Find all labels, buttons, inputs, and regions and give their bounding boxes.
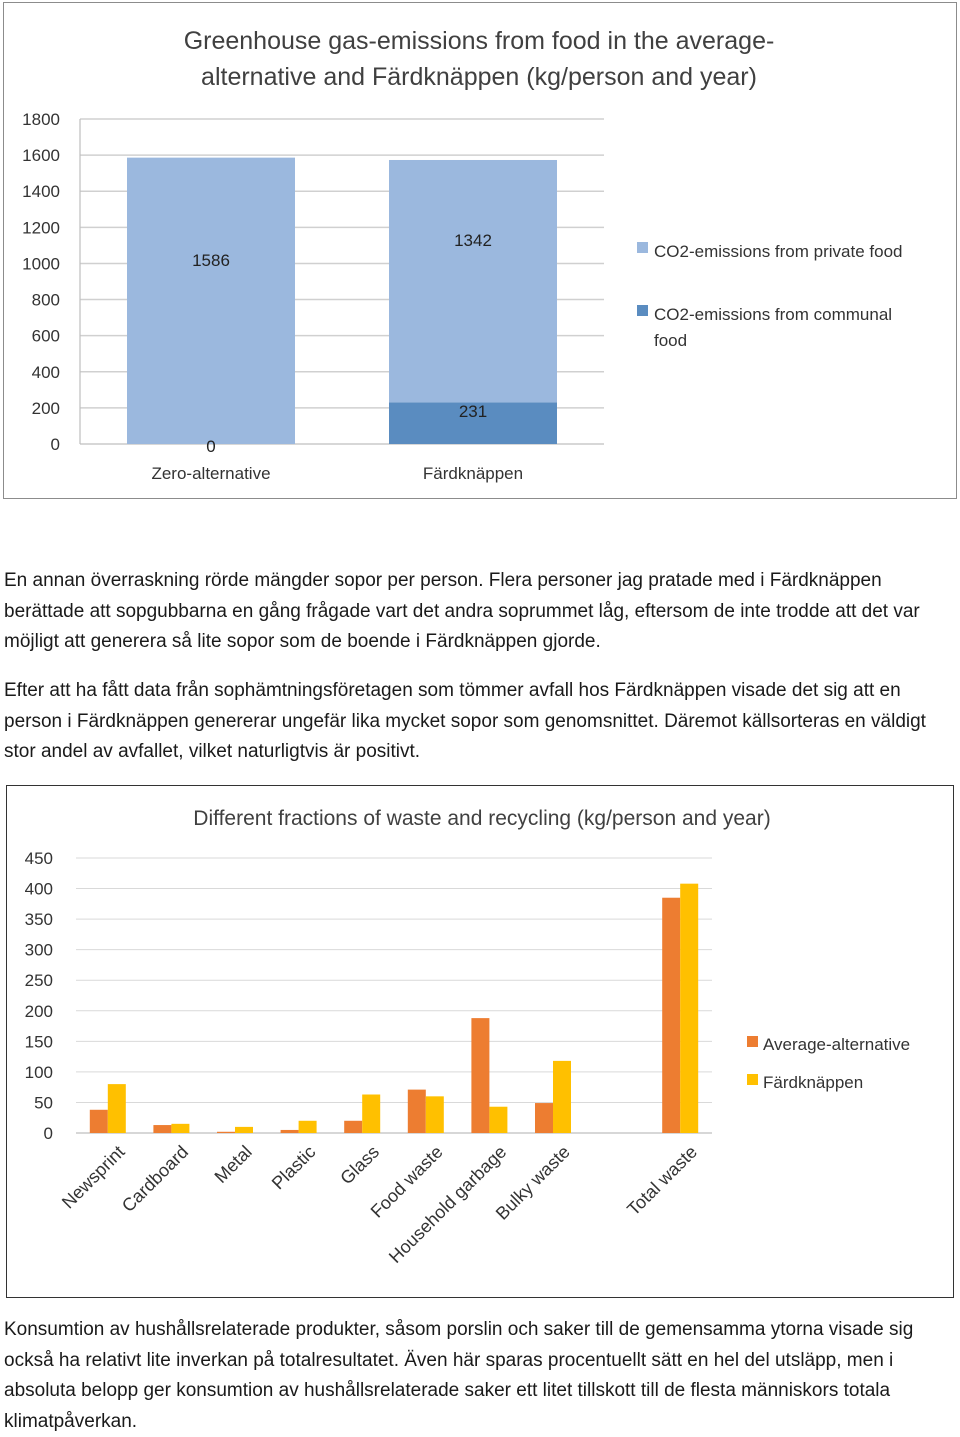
- legend-label: CO2-emissions from communal: [654, 305, 892, 324]
- y-tick-label: 150: [25, 1032, 53, 1051]
- y-tick-label: 200: [32, 399, 60, 418]
- y-tick-label: 400: [25, 880, 53, 899]
- bar: [489, 1106, 508, 1133]
- legend-swatch: [637, 242, 648, 253]
- data-label: 1586: [192, 251, 230, 270]
- y-tick-label: 1200: [22, 218, 60, 237]
- bar: [280, 1129, 299, 1133]
- bar-segment: [389, 159, 557, 403]
- x-tick-label: Cardboard: [118, 1142, 192, 1216]
- legend-swatch: [637, 305, 648, 316]
- x-tick-label: Metal: [211, 1142, 256, 1187]
- chart-title: Different fractions of waste and recycli…: [193, 807, 770, 830]
- y-tick-label: 800: [32, 291, 60, 310]
- legend-label: Färdknäppen: [763, 1073, 863, 1092]
- bar: [153, 1125, 172, 1133]
- legend-swatch: [747, 1074, 758, 1085]
- emissions-chart-svg: Greenhouse gas-emissions from food in th…: [22, 27, 902, 483]
- y-tick-label: 0: [51, 435, 60, 454]
- y-tick-label: 1800: [22, 110, 60, 129]
- bar: [362, 1094, 381, 1133]
- bar: [535, 1103, 553, 1133]
- bar: [171, 1123, 190, 1133]
- bar-segment: [127, 157, 295, 444]
- y-tick-label: 450: [25, 849, 53, 868]
- bar: [344, 1120, 363, 1133]
- y-tick-label: 0: [44, 1124, 53, 1143]
- chart-title-line: Greenhouse gas-emissions from food in th…: [184, 27, 775, 55]
- paragraph-waste-data: Efter att ha fått data från sophämtnings…: [4, 680, 926, 762]
- legend-label: Average-alternative: [763, 1035, 910, 1054]
- emissions-chart: Greenhouse gas-emissions from food in th…: [3, 2, 957, 499]
- y-tick-label: 1000: [22, 254, 60, 273]
- bar: [407, 1089, 426, 1133]
- bar: [425, 1096, 444, 1133]
- x-tick-label: Färdknäppen: [423, 464, 523, 483]
- bar: [298, 1120, 317, 1133]
- y-tick-label: 200: [25, 1002, 53, 1021]
- y-tick-label: 300: [25, 941, 53, 960]
- x-tick-label: Glass: [336, 1142, 383, 1189]
- bar: [89, 1109, 108, 1133]
- y-tick-label: 1400: [22, 182, 60, 201]
- data-label: 231: [459, 402, 487, 421]
- waste-chart-svg: Different fractions of waste and recycli…: [25, 807, 910, 1267]
- waste-chart: Different fractions of waste and recycli…: [6, 785, 954, 1298]
- y-tick-label: 100: [25, 1063, 53, 1082]
- x-tick-label: Zero-alternative: [151, 464, 270, 483]
- legend-swatch: [747, 1036, 758, 1047]
- x-tick-label: Total waste: [623, 1142, 701, 1220]
- y-tick-label: 1600: [22, 146, 60, 165]
- y-tick-label: 350: [25, 910, 53, 929]
- paragraph-household-consumption: Konsumtion av hushållsrelaterade produkt…: [4, 1319, 914, 1432]
- data-label: 1342: [454, 231, 492, 250]
- paragraph-waste-surprise: En annan överraskning rörde mängder sopo…: [4, 570, 920, 652]
- legend-label: CO2-emissions from private food: [654, 242, 902, 261]
- y-tick-label: 50: [34, 1093, 53, 1112]
- bar: [680, 883, 699, 1133]
- bar: [217, 1131, 235, 1133]
- x-tick-label: Household garbage: [385, 1142, 510, 1267]
- y-tick-label: 250: [25, 971, 53, 990]
- bar: [553, 1060, 571, 1133]
- bar: [662, 897, 681, 1133]
- y-tick-label: 400: [32, 363, 60, 382]
- bar: [107, 1084, 126, 1133]
- x-tick-label: Plastic: [268, 1142, 320, 1194]
- bar-segment: [389, 402, 557, 444]
- y-tick-label: 600: [32, 327, 60, 346]
- legend-label: food: [654, 331, 687, 350]
- data-label: 0: [206, 437, 215, 456]
- bar: [471, 1018, 490, 1133]
- bar: [235, 1126, 253, 1133]
- chart-title-line: alternative and Färdknäppen (kg/person a…: [201, 63, 757, 91]
